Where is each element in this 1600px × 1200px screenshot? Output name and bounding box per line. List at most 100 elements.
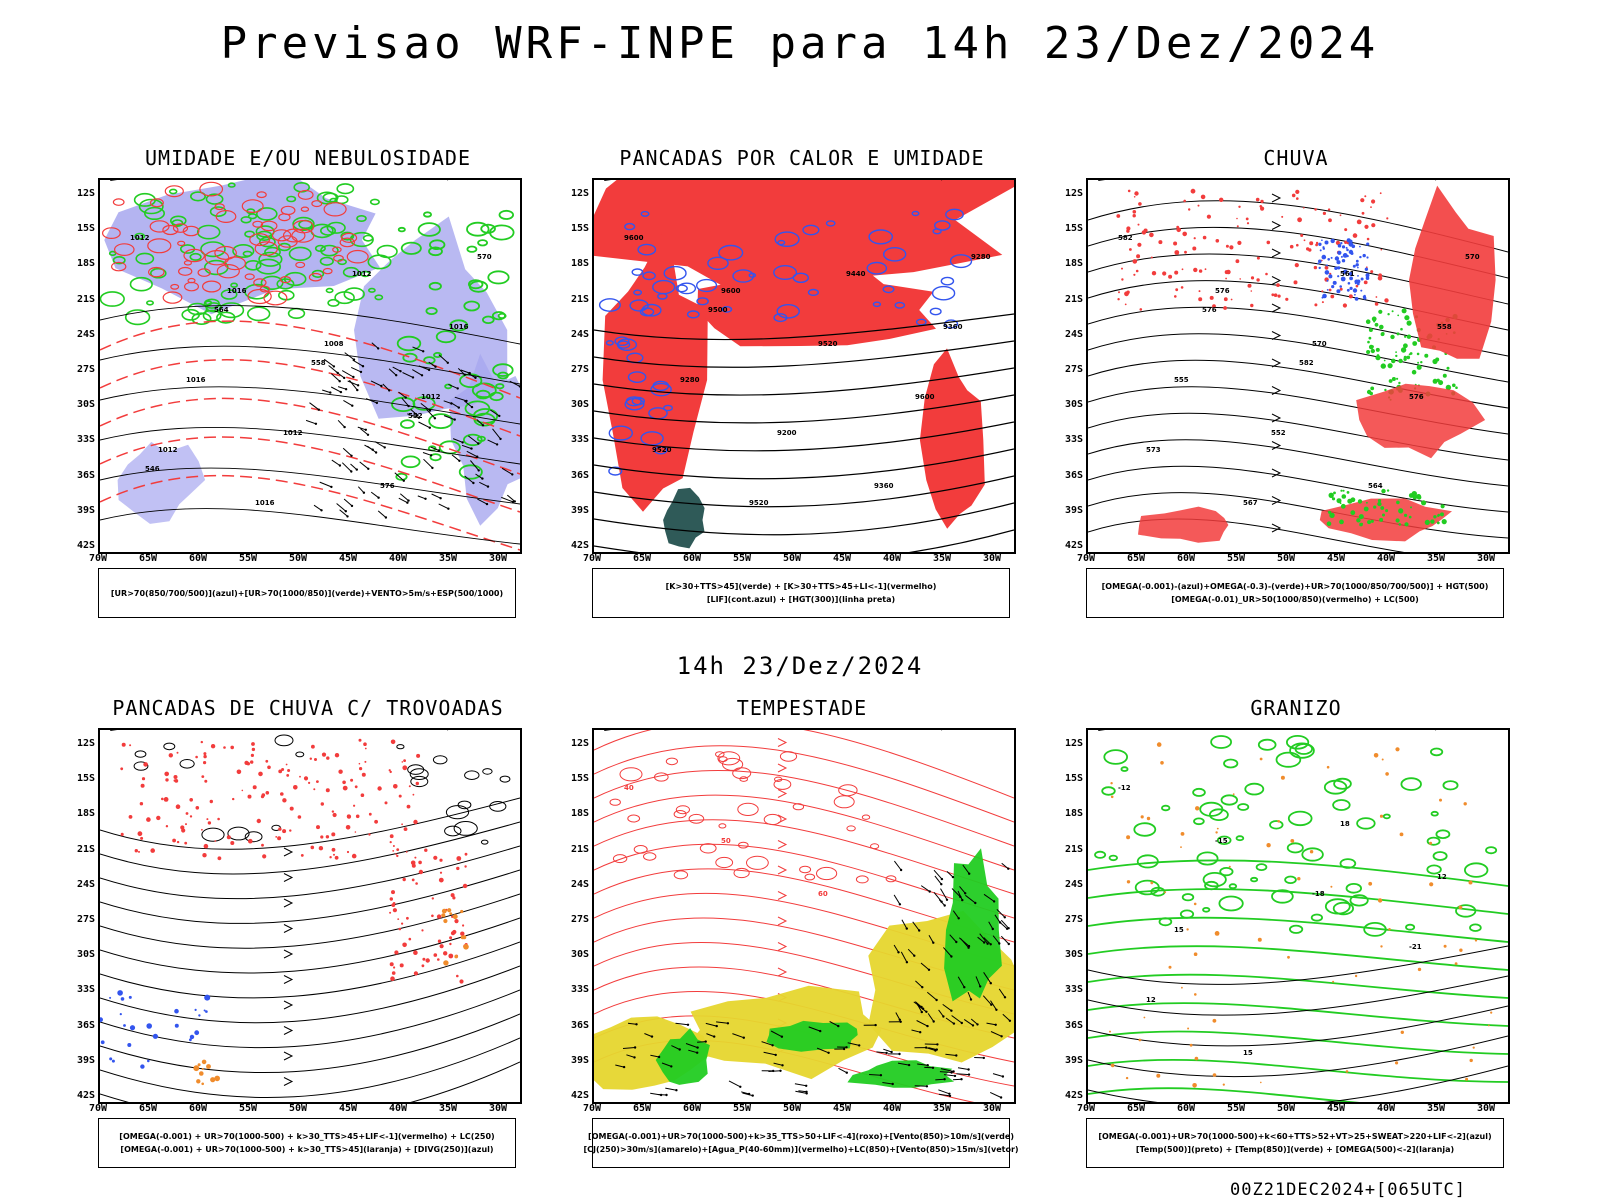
storm-dot xyxy=(314,758,317,761)
wind-vector-head xyxy=(424,497,427,500)
latitude-tick-label: 24S xyxy=(570,878,589,890)
storm-dot xyxy=(401,922,404,925)
thickness-contour xyxy=(253,278,267,287)
storm-dot xyxy=(424,848,428,852)
moisture-contour xyxy=(349,231,374,248)
contour-label: 50 xyxy=(721,837,731,845)
longitude-tick-label: 70W xyxy=(582,1103,602,1114)
wind-vector xyxy=(794,1083,807,1087)
storm-dot xyxy=(232,797,235,801)
wind-vector-head xyxy=(995,1008,998,1011)
wind-vector-head xyxy=(417,416,421,419)
moisture-contour xyxy=(337,258,347,266)
storm-dot xyxy=(278,827,282,831)
omega-dot xyxy=(1126,880,1131,884)
divergence-dot xyxy=(119,1013,122,1016)
omega-dot xyxy=(1373,505,1377,509)
moisture-contour xyxy=(170,215,187,227)
wind-area xyxy=(944,848,1002,1002)
wind-vector-head xyxy=(986,942,989,945)
omega-dot xyxy=(1309,850,1314,854)
wind-vector xyxy=(309,402,320,411)
storm-dot xyxy=(359,767,363,771)
map-svg xyxy=(100,730,520,1102)
wind-vector xyxy=(339,509,348,517)
streamline xyxy=(1088,412,1508,461)
temp850-contour xyxy=(1202,872,1227,888)
rain-dot xyxy=(1223,297,1228,302)
wind-vector-head xyxy=(343,425,346,429)
omega-dot xyxy=(1327,258,1330,261)
rain-dot xyxy=(1239,278,1241,280)
rain-dot xyxy=(1374,302,1379,306)
wind-vector-head xyxy=(715,1024,718,1028)
wind-vector xyxy=(330,373,341,382)
wind-vector-head xyxy=(991,927,994,931)
rain-dot xyxy=(1137,223,1140,226)
contour-label: 1016 xyxy=(227,287,247,295)
omega-dot xyxy=(1326,279,1329,282)
lif-contour xyxy=(696,297,709,306)
latitude-tick-label: 36S xyxy=(76,469,95,481)
wind-vector xyxy=(956,1073,970,1076)
storm-dot xyxy=(332,812,337,818)
storm-dot xyxy=(197,1063,201,1067)
wind-vector xyxy=(675,1022,689,1026)
streamline-arrow xyxy=(1271,193,1282,203)
omega-dot xyxy=(1368,881,1373,886)
latitude-tick-label: 18S xyxy=(1064,808,1083,820)
water-contour xyxy=(715,856,734,869)
streamline-loop xyxy=(499,775,511,783)
wind-vector xyxy=(426,409,436,419)
lif-contour xyxy=(627,371,647,384)
wind-vector xyxy=(940,888,948,901)
wind-vector-head xyxy=(465,399,468,403)
wind-vector xyxy=(418,365,430,371)
storm-dot xyxy=(325,788,330,793)
omega-dot xyxy=(1345,246,1348,249)
wind-vector-head xyxy=(406,501,409,504)
storm-dot xyxy=(396,854,399,858)
lif-contour xyxy=(773,313,788,323)
height-contour xyxy=(594,502,1014,536)
omega-dot xyxy=(1429,882,1434,887)
omega-dot xyxy=(1222,1083,1225,1086)
temp850-contour xyxy=(1356,817,1376,830)
omega-dot xyxy=(1412,341,1418,346)
wind-vector-head xyxy=(967,944,971,948)
moisture-contour xyxy=(480,223,496,234)
rain-dot xyxy=(1116,214,1121,218)
thickness-contour xyxy=(322,267,333,275)
wind-vector-head xyxy=(940,877,944,881)
wind-vector xyxy=(661,1062,672,1067)
map-panel: 9600 9600 9520 9600 9520 9520 9440 9360 9280 9200… xyxy=(592,178,1016,554)
wind-vector xyxy=(468,372,476,379)
wind-vector-head xyxy=(470,447,473,450)
moisture-contour xyxy=(171,219,184,227)
latitude-tick-label: 21S xyxy=(1064,293,1083,305)
wind-vector xyxy=(957,890,963,901)
thickness-contour xyxy=(183,248,205,263)
wind-vector-head xyxy=(513,500,516,503)
storm-dot xyxy=(392,850,395,852)
storm-dot xyxy=(403,827,408,831)
rain-dot xyxy=(1285,297,1289,301)
contour-label: 1012 xyxy=(352,270,372,278)
storm-dot xyxy=(392,902,396,905)
wind-vector xyxy=(423,458,433,469)
streamline-loop xyxy=(274,734,294,747)
streamline xyxy=(100,797,520,850)
streamline-loop xyxy=(445,805,470,820)
rain-dot xyxy=(1296,243,1299,247)
omega-dot xyxy=(1443,944,1447,948)
humidity-area xyxy=(354,216,508,419)
streamline-arrow xyxy=(777,865,788,875)
wind-vector-head xyxy=(960,1021,963,1025)
moisture-contour xyxy=(134,232,146,240)
storm-dot xyxy=(331,847,336,852)
omega-dot xyxy=(1432,378,1438,384)
omega-dot xyxy=(1357,266,1359,269)
omega-dot xyxy=(1342,270,1346,274)
longitude-tick-label: 45W xyxy=(1326,1103,1346,1114)
